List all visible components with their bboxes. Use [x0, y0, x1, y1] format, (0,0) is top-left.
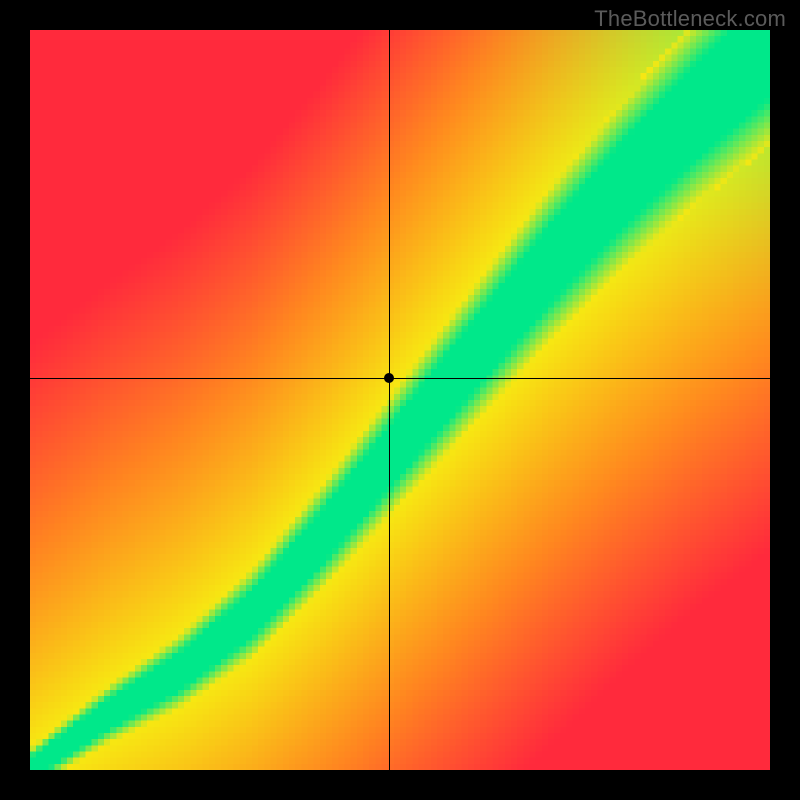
- chart-container: TheBottleneck.com: [0, 0, 800, 800]
- crosshair-marker: [384, 373, 394, 383]
- crosshair-vertical: [389, 30, 390, 770]
- crosshair-horizontal: [30, 378, 770, 379]
- plot-area: [30, 30, 770, 770]
- watermark-text: TheBottleneck.com: [594, 6, 786, 32]
- heatmap-canvas: [30, 30, 770, 770]
